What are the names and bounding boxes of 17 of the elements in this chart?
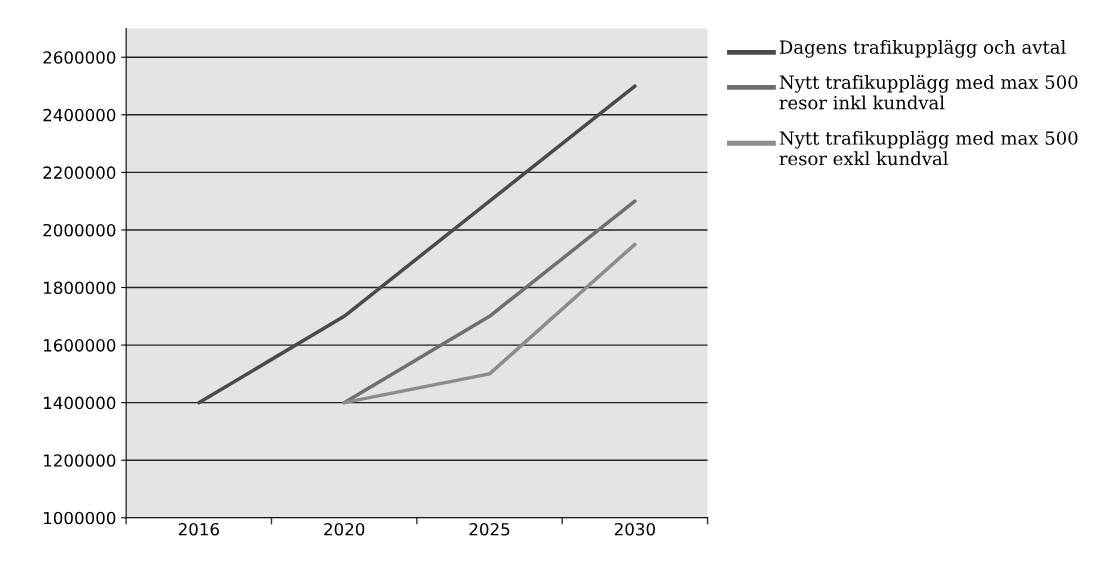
y-tick-label: 2600000 bbox=[43, 51, 116, 64]
y-tick-label: 1400000 bbox=[44, 396, 116, 410]
x-tick-label: 2030 bbox=[614, 522, 655, 536]
legend-label: Nytt trafikupplägg med max 500 resor inkl kundval bbox=[779, 74, 1078, 110]
y-tick-label: 2400000 bbox=[43, 108, 116, 122]
y-tick-label: 1000000 bbox=[44, 511, 116, 525]
line-series bbox=[197, 84, 637, 405]
x-tick-label: 2020 bbox=[324, 522, 365, 536]
y-tick-label: 2000000 bbox=[43, 223, 116, 237]
x-tick-label: 2016 bbox=[178, 522, 219, 536]
x-tick-label: 2025 bbox=[469, 522, 510, 536]
y-tick-label: 2200000 bbox=[43, 166, 116, 179]
y-tick-label: 1800000 bbox=[44, 281, 116, 295]
y-tick-label: 1200000 bbox=[44, 454, 116, 467]
legend-label: Dagens trafikupplägg och avtal bbox=[779, 39, 1066, 58]
legend-label: Nytt trafikupplägg med max 500 resor exkl kundval bbox=[779, 130, 1078, 166]
y-tick-label: 1600000 bbox=[44, 339, 116, 352]
